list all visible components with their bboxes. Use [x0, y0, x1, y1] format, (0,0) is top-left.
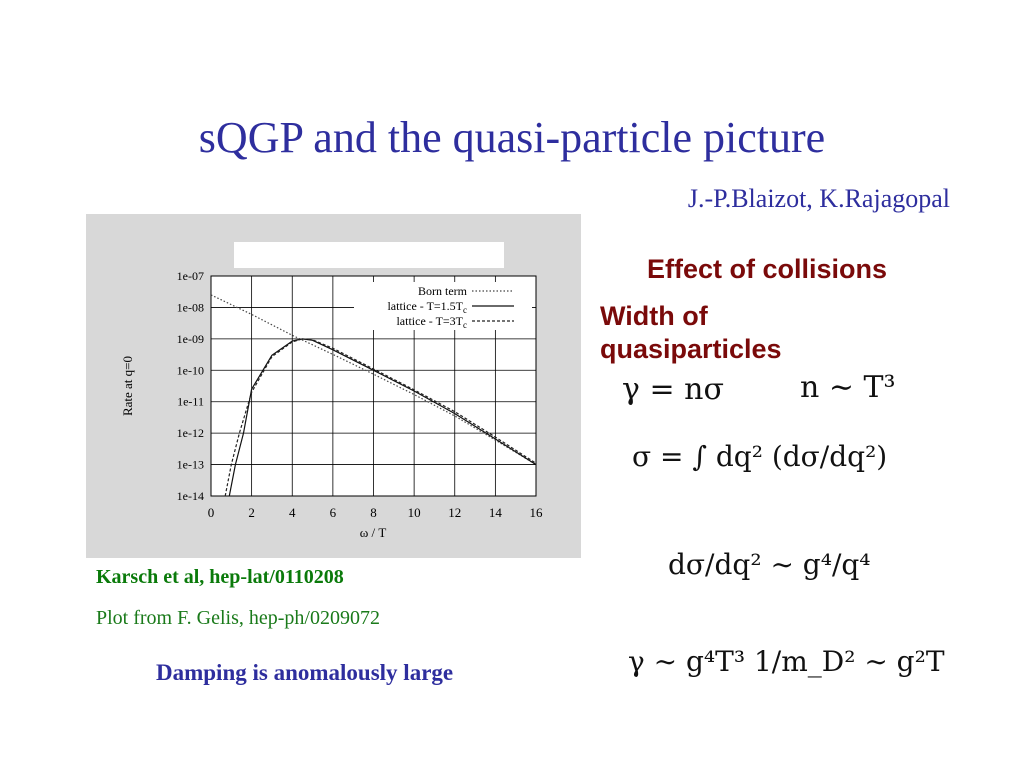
y-axis-label: Rate at q=0	[120, 356, 135, 416]
slide-title: sQGP and the quasi-particle picture	[198, 113, 826, 162]
equation-sigma-integral: σ = ∫ dq² (dσ/dq²)	[632, 440, 888, 473]
y-tick-label: 1e-09	[177, 332, 204, 346]
x-axis-label: ω / T	[360, 525, 387, 540]
x-tick-label: 4	[289, 505, 296, 520]
series-line-0	[210, 294, 537, 466]
authors: J.-P.Blaizot, K.Rajagopal	[687, 184, 950, 213]
legend-label-1: lattice - T=1.5Tc	[387, 299, 467, 315]
white-label-box	[234, 242, 504, 268]
y-tick-label: 1e-10	[177, 363, 204, 377]
y-tick-label: 1e-14	[177, 489, 204, 503]
rate-chart: 0 2 4 6 8 10 12 14 16 1e-07 1e-08 1e-09 1e-10 1e-11 1e…	[120, 242, 544, 540]
caption-karsch: Karsch et al, hep-lat/0110208	[96, 566, 344, 588]
x-tick-label: 2	[248, 505, 255, 520]
x-tick-label: 6	[330, 505, 337, 520]
y-tick-label: 1e-07	[177, 269, 204, 283]
x-tick-label: 12	[448, 505, 461, 520]
equation-n-T3: n ∼ T³	[800, 370, 896, 405]
y-tick-label: 1e-12	[177, 426, 204, 440]
x-tick-label: 8	[370, 505, 377, 520]
x-tick-label: 10	[408, 505, 421, 520]
x-tick-label: 14	[489, 505, 503, 520]
series-line-2	[224, 338, 537, 497]
equation-gamma-g2T: γ ∼ g⁴T³ 1/m_D² ∼ g²T	[628, 645, 945, 678]
effect-heading: Effect of collisions	[647, 254, 888, 284]
y-tick-label: 1e-13	[177, 458, 204, 472]
width-heading: Width of quasiparticles	[600, 301, 782, 364]
x-tick-label: 16	[530, 505, 544, 520]
y-tick-label: 1e-08	[177, 300, 204, 314]
legend-label-2: lattice - T=3Tc	[396, 314, 467, 330]
legend-label-0: Born term	[418, 284, 468, 298]
series-line-1	[228, 338, 537, 497]
caption-damping: Damping is anomalously large	[156, 660, 454, 685]
y-tick-label: 1e-11	[177, 395, 204, 409]
caption-plot-source: Plot from F. Gelis, hep-ph/0209072	[96, 607, 380, 629]
x-tick-label: 0	[208, 505, 215, 520]
equation-dsigma: dσ/dq² ∼ g⁴/q⁴	[668, 548, 871, 581]
equation-gamma-n-sigma: γ = nσ	[622, 372, 724, 407]
plot-panel: 0 2 4 6 8 10 12 14 16 1e-07 1e-08 1e-09 1e-10 1e-11 1e…	[86, 214, 581, 558]
